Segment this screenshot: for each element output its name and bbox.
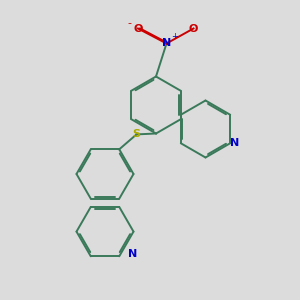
Text: +: +	[172, 32, 178, 41]
Text: -: -	[128, 18, 132, 28]
Text: N: N	[162, 38, 171, 49]
Text: S: S	[133, 129, 140, 140]
Text: O: O	[189, 23, 198, 34]
Text: O: O	[133, 23, 143, 34]
Text: N: N	[230, 137, 239, 148]
Text: N: N	[128, 249, 137, 260]
